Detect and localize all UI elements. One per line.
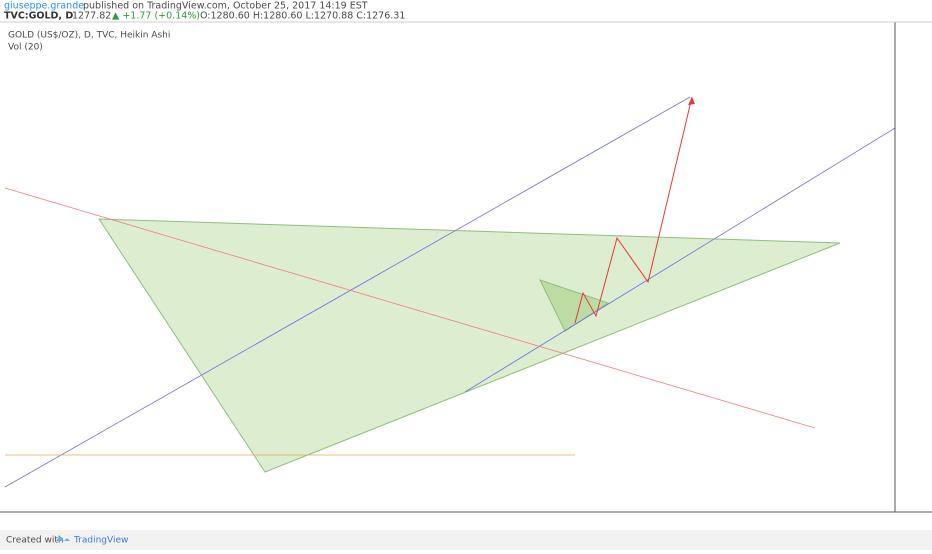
- triangle-drawing: [98, 218, 841, 473]
- symbol: TVC:GOLD, D: [4, 11, 73, 22]
- footer-created: Created with: [6, 536, 64, 546]
- published: published on TradingView.com, October 25…: [83, 1, 368, 12]
- change: ▲ +1.77 (+0.14%): [112, 11, 200, 22]
- last-price: 1277.82: [72, 11, 111, 22]
- channel-line: [464, 127, 896, 393]
- author[interactable]: giuseppe.grande: [4, 1, 84, 12]
- trend-line: [4, 187, 816, 429]
- legend-entry: GOLD (US$/OZ), D, TVC, Heikin Ashi: [8, 31, 170, 41]
- legend-entry: Vol (20): [8, 43, 43, 53]
- arrow-head: [688, 97, 695, 105]
- logo: [56, 536, 70, 541]
- projection-arrows: [574, 96, 693, 324]
- footer-bar: [0, 530, 932, 550]
- footer-brand[interactable]: TradingView: [73, 536, 128, 546]
- channel-line: [4, 96, 691, 488]
- ohlc: O:1280.60 H:1280.60 L:1270.88 C:1276.31: [200, 11, 405, 22]
